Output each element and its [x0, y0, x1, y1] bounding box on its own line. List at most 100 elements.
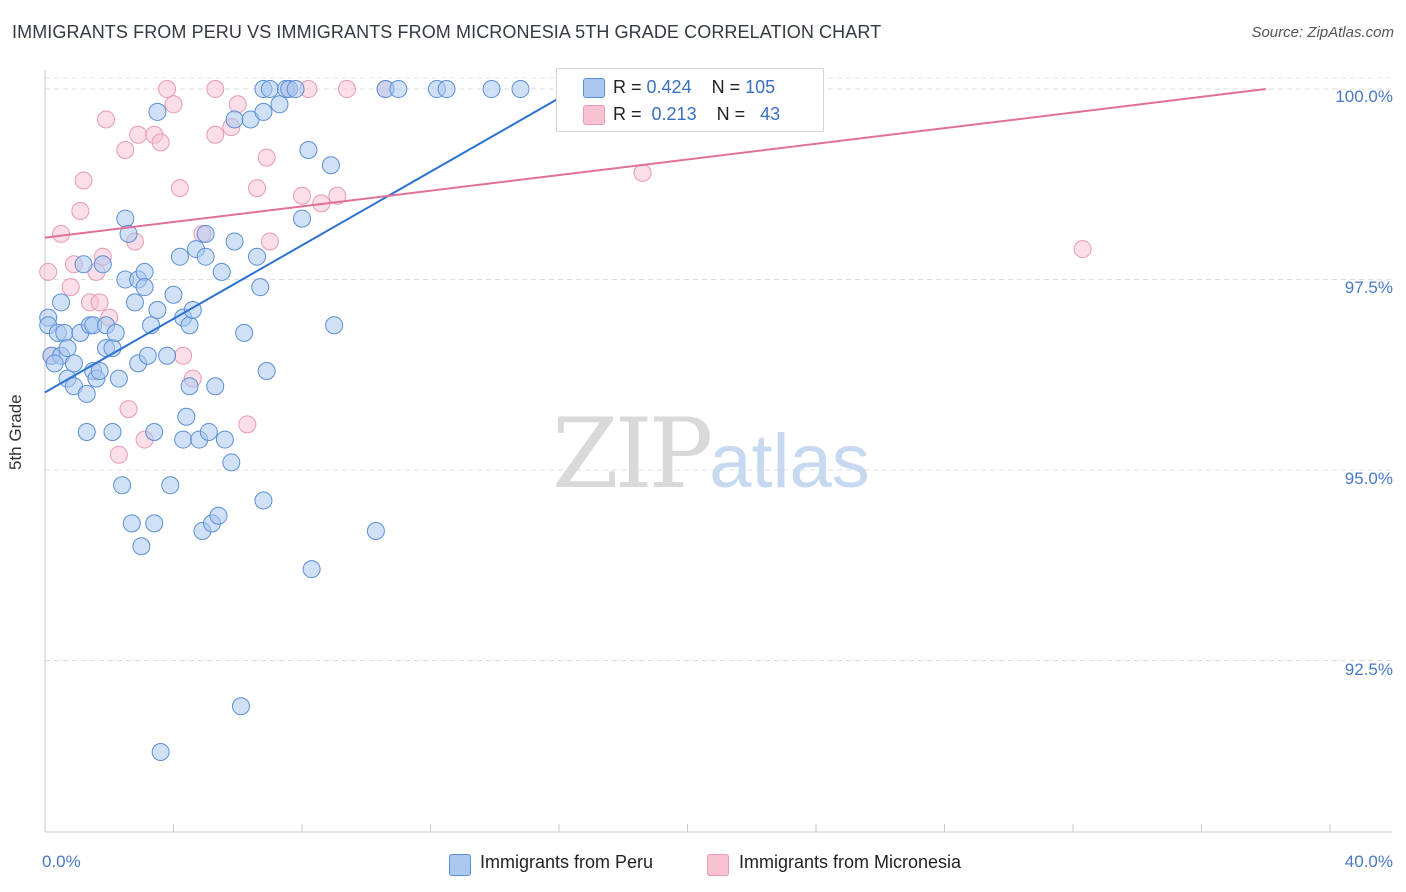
micronesia-point — [337, 80, 356, 99]
peru-point — [138, 346, 157, 365]
peru-point — [366, 522, 385, 541]
legend-peru-swatch — [449, 854, 471, 876]
x-tick-label: 40.0% — [1344, 852, 1393, 871]
peru-point — [511, 80, 530, 99]
peru-point — [293, 209, 311, 228]
peru-point — [158, 346, 177, 365]
peru-point — [389, 80, 408, 99]
peru-point — [55, 323, 74, 342]
stats-legend: R = 0.424 N = 105 R = 0.213 N = 43 — [556, 68, 824, 132]
micronesia-point — [164, 95, 183, 114]
peru-swatch — [583, 78, 605, 98]
micronesia-point — [170, 179, 189, 198]
micronesia-point — [328, 186, 347, 205]
micronesia-point — [158, 80, 177, 99]
peru-point — [251, 278, 270, 297]
micronesia-point — [151, 133, 170, 152]
peru-point — [177, 407, 196, 426]
peru-stats: R = 0.424 N = 105 — [613, 77, 776, 97]
micronesia-point — [129, 125, 148, 144]
peru-point — [132, 537, 151, 556]
peru-point — [180, 377, 199, 396]
peru-point — [109, 369, 128, 388]
peru-n-value: 105 — [745, 77, 776, 97]
micronesia-point — [238, 415, 257, 434]
peru-point — [58, 339, 77, 358]
peru-point — [302, 560, 321, 579]
peru-point — [196, 224, 215, 243]
micronesia-stats: R = 0.213 N = 43 — [613, 104, 781, 124]
peru-point — [145, 514, 164, 533]
peru-point — [116, 209, 135, 228]
peru-point — [196, 247, 215, 266]
peru-point — [235, 323, 254, 342]
peru-point — [248, 247, 267, 266]
y-tick-label: 92.5% — [1344, 660, 1393, 679]
peru-point — [45, 354, 64, 373]
peru-point — [209, 506, 228, 525]
micronesia-trendline — [44, 88, 1266, 239]
micronesia-point — [206, 125, 225, 144]
micronesia-point — [61, 278, 80, 297]
legend-peru-label: Immigrants from Peru — [480, 852, 654, 872]
peru-point — [52, 293, 71, 312]
peru-point — [174, 430, 193, 449]
micronesia-point — [97, 110, 116, 129]
peru-point — [64, 354, 83, 373]
legend-micronesia-label: Immigrants from Micronesia — [739, 852, 962, 872]
peru-point — [325, 316, 344, 335]
watermark: ZIPatlas — [552, 398, 870, 510]
micronesia-point — [257, 148, 276, 167]
peru-point — [215, 430, 234, 449]
peru-point — [161, 476, 180, 495]
micronesia-point — [248, 179, 267, 198]
peru-point — [206, 377, 225, 396]
micronesia-point — [109, 445, 128, 464]
y-tick-label: 97.5% — [1344, 278, 1393, 297]
peru-point — [257, 361, 276, 380]
micronesia-point — [633, 163, 652, 182]
y-axis-label: 5th Grade — [6, 394, 25, 470]
micronesia-point — [90, 293, 109, 312]
peru-point — [125, 293, 144, 312]
peru-point — [231, 697, 250, 716]
micronesia-point — [71, 201, 90, 220]
peru-point — [122, 514, 141, 533]
peru-point — [260, 80, 279, 99]
micronesia-point — [174, 346, 193, 365]
peru-point — [93, 255, 112, 274]
peru-point — [254, 491, 273, 510]
peru-point — [135, 262, 154, 281]
peru-point — [199, 422, 218, 441]
peru-point — [299, 141, 318, 160]
peru-point — [180, 316, 199, 335]
legend-micronesia-swatch — [707, 854, 729, 876]
watermark-zip: ZIP — [552, 398, 713, 510]
peru-point — [270, 95, 289, 114]
micronesia-point — [260, 232, 279, 251]
source-label: Source: ZipAtlas.com — [1251, 24, 1394, 41]
peru-point — [164, 285, 183, 304]
peru-point — [145, 422, 164, 441]
peru-point — [212, 262, 231, 281]
peru-point — [135, 278, 154, 297]
peru-point — [254, 102, 273, 121]
peru-point — [77, 384, 96, 403]
micronesia-n-value: 43 — [760, 104, 781, 124]
peru-point — [170, 247, 189, 266]
micronesia-point — [74, 171, 93, 190]
micronesia-point — [39, 262, 58, 281]
peru-point — [437, 80, 456, 99]
peru-point — [482, 80, 501, 99]
peru-point — [286, 80, 305, 99]
y-tick-label: 95.0% — [1344, 469, 1393, 488]
chart-title: IMMIGRANTS FROM PERU VS IMMIGRANTS FROM … — [12, 22, 882, 42]
micronesia-point — [1073, 240, 1092, 259]
x-tick-label: 0.0% — [42, 852, 81, 871]
y-tick-label: 100.0% — [1335, 87, 1393, 106]
peru-point — [90, 361, 109, 380]
peru-point — [225, 110, 244, 129]
peru-r-value: 0.424 — [646, 77, 692, 97]
peru-point — [151, 742, 170, 761]
peru-point — [119, 224, 138, 243]
